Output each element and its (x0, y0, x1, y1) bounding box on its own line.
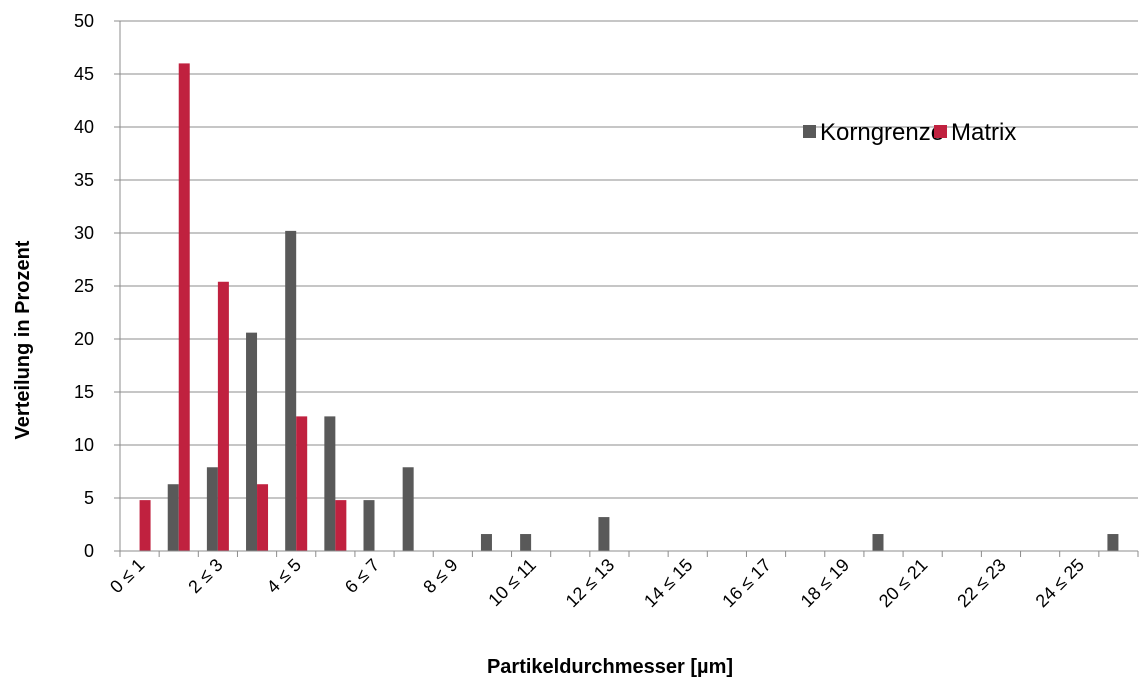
y-tick-label: 15 (74, 382, 94, 402)
bar-korngrenze-4 (285, 230, 297, 551)
x-axis-ticks: 0 ≤ 1 2 ≤ 3 4 ≤ 5 6 ≤ 7 8 ≤ 9 10 ≤ 11 12 ≤ 13 1… (106, 555, 1088, 612)
legend: Korngrenze Matrix (803, 119, 1016, 146)
x-tick-label: 20 ≤ 21 (875, 555, 932, 612)
grid-lines (120, 20, 1138, 499)
bar-korngrenze-3 (246, 332, 258, 551)
x-tick-label: 18 ≤ 19 (797, 555, 854, 612)
y-tick-label: 10 (74, 435, 94, 455)
y-tick-label: 35 (74, 170, 94, 190)
bar-matrix-1 (178, 63, 190, 552)
y-tick-label: 20 (74, 329, 94, 349)
bar-korngrenze-25 (1107, 534, 1119, 551)
legend-label-matrix: Matrix (951, 119, 1016, 146)
x-tick-label: 0 ≤ 1 (106, 555, 148, 597)
x-tick-label: 2 ≤ 3 (184, 555, 226, 597)
y-tick-label: 25 (74, 276, 94, 296)
x-tick-label: 8 ≤ 9 (419, 555, 461, 597)
legend-label-korngrenze: Korngrenze (820, 119, 944, 146)
bar-korngrenze-7 (402, 467, 414, 551)
bar-korngrenze-2 (206, 467, 218, 551)
bar-matrix-0 (139, 500, 151, 551)
bar-korngrenze-1 (167, 484, 179, 551)
x-tick-label: 22 ≤ 23 (953, 555, 1010, 612)
x-tick-label: 12 ≤ 13 (562, 555, 619, 612)
bar-korngrenze-5 (324, 416, 336, 551)
y-axis-ticks: 0 5 10 15 20 25 30 35 40 45 50 (74, 11, 94, 561)
y-tick-label: 50 (74, 11, 94, 31)
y-tick-label: 30 (74, 223, 94, 243)
x-tick-label: 10 ≤ 11 (484, 555, 540, 611)
bar-matrix-5 (335, 500, 347, 551)
y-tick-label: 40 (74, 117, 94, 137)
x-tick-label: 6 ≤ 7 (341, 555, 383, 597)
x-tick-label: 16 ≤ 17 (718, 555, 775, 612)
bar-matrix-3 (257, 484, 269, 551)
bar-korngrenze-6 (363, 500, 375, 551)
x-tick-label: 4 ≤ 5 (263, 555, 305, 597)
bar-matrix-2 (217, 281, 229, 551)
legend-swatch-korngrenze (803, 125, 816, 138)
bar-korngrenze-12 (598, 517, 610, 551)
x-axis-title: Partikeldurchmesser [µm] (487, 656, 733, 678)
x-tick-label: 24 ≤ 25 (1032, 555, 1089, 612)
bar-korngrenze-10 (520, 534, 532, 551)
bar-matrix-4 (296, 416, 308, 551)
y-tick-label: 5 (84, 488, 94, 508)
y-tick-label: 45 (74, 64, 94, 84)
bars (139, 63, 1119, 552)
bar-korngrenze-9 (480, 534, 492, 551)
y-tick-label: 0 (84, 541, 94, 561)
axes (114, 20, 1139, 557)
x-tick-label: 14 ≤ 15 (640, 555, 697, 612)
bar-korngrenze-19 (872, 534, 884, 551)
legend-swatch-matrix (934, 125, 947, 138)
y-axis-title: Verteilung in Prozent (12, 240, 34, 439)
